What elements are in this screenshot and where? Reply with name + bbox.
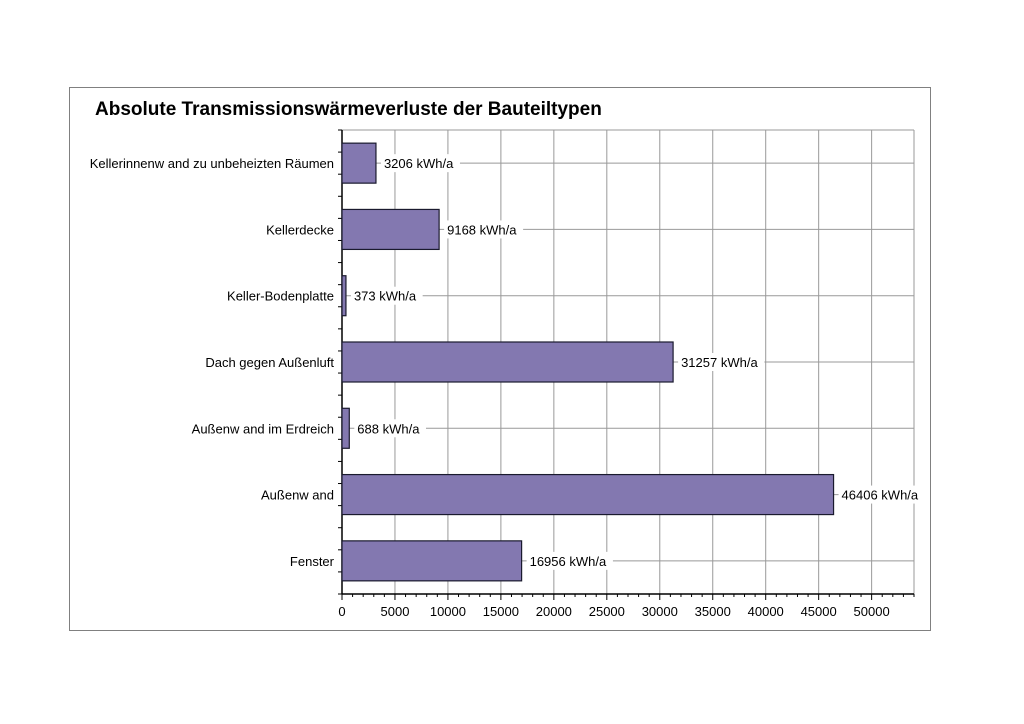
bar	[341, 275, 347, 317]
category-label: Außenw and	[261, 488, 334, 503]
data-label-background	[678, 353, 765, 371]
x-tick-label: 5000	[381, 604, 410, 619]
x-tick-label: 10000	[430, 604, 466, 619]
category-label: Außenw and im Erdreich	[192, 421, 334, 436]
data-label-background	[444, 220, 524, 239]
x-tick-label: 35000	[695, 604, 731, 619]
bar	[341, 142, 377, 184]
data-label-background	[526, 551, 613, 570]
data-label-background	[380, 154, 460, 173]
category-label: Keller-Bodenplatte	[227, 289, 334, 304]
data-label: 31257 kWh/a	[681, 355, 758, 370]
x-tick-label: 40000	[748, 604, 784, 619]
x-tick-label: 0	[338, 604, 345, 619]
x-tick-label: 15000	[483, 604, 519, 619]
data-label: 3206 kWh/a	[384, 156, 454, 171]
data-label-background	[838, 485, 925, 504]
x-tick-label: 30000	[642, 604, 678, 619]
category-label: Kellerdecke	[266, 222, 334, 237]
category-label: Dach gegen Außenluft	[205, 355, 334, 370]
bar	[341, 407, 350, 449]
data-label-background	[354, 419, 426, 438]
x-tick-label: 25000	[589, 604, 625, 619]
data-label: 46406 kWh/a	[842, 488, 919, 503]
data-label: 9168 kWh/a	[447, 222, 517, 237]
bar	[341, 341, 674, 383]
x-tick-label: 20000	[536, 604, 572, 619]
category-label: Fenster	[290, 554, 335, 569]
x-tick-label: 50000	[854, 604, 890, 619]
data-label-background	[350, 286, 423, 305]
chart-title: Absolute Transmissionswärmeverluste der …	[95, 99, 602, 120]
data-label: 373 kWh/a	[354, 289, 417, 304]
category-label: Kellerinnenw and zu unbeheizten Räumen	[90, 156, 334, 171]
bar	[341, 540, 523, 582]
data-label: 688 kWh/a	[357, 421, 420, 436]
data-label: 16956 kWh/a	[530, 554, 607, 569]
bar	[341, 473, 835, 516]
bar	[341, 208, 440, 251]
x-tick-label: 45000	[801, 604, 837, 619]
